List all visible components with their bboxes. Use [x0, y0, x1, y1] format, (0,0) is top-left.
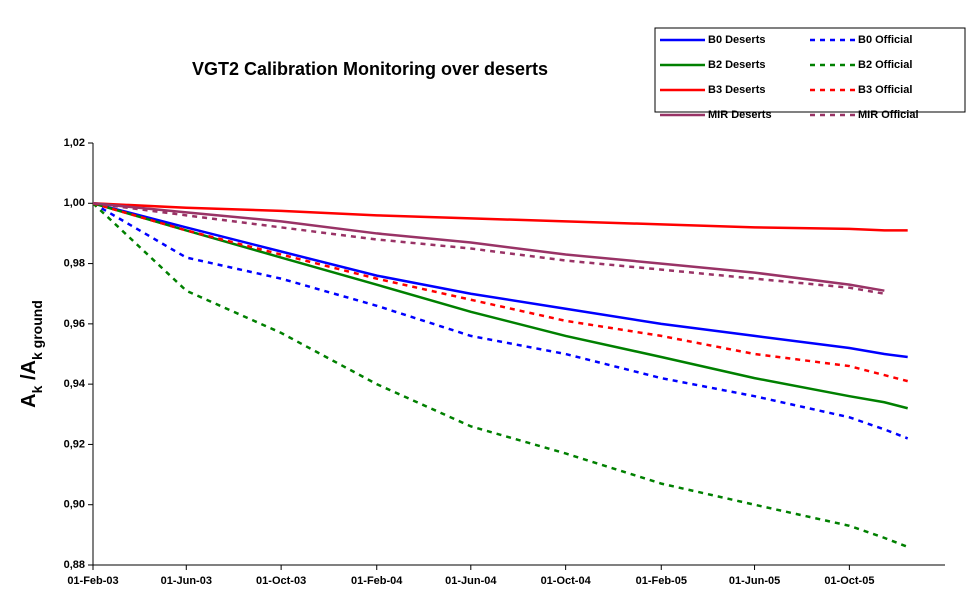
y-label-part: k — [29, 385, 45, 393]
legend-label: MIR Official — [858, 109, 919, 121]
y-tick-label: 0,98 — [64, 257, 85, 269]
x-tick-label: 01-Jun-05 — [729, 575, 780, 587]
legend-label: B0 Deserts — [708, 34, 765, 46]
series-line — [92, 202, 885, 295]
legend-label: B0 Official — [858, 34, 912, 46]
y-label-part: /A — [18, 360, 40, 386]
legend-box — [654, 27, 966, 113]
x-tick-label: 01-Oct-03 — [256, 575, 306, 587]
series-line — [92, 202, 909, 549]
y-tick-label: 0,90 — [64, 499, 85, 511]
y-axis-label: Ak /Ak ground — [18, 300, 44, 408]
series-line — [92, 202, 909, 440]
y-tick-label: 0,88 — [64, 559, 85, 571]
legend-label: B3 Official — [858, 84, 912, 96]
x-tick-label: 01-Oct-05 — [824, 575, 874, 587]
y-tick-label: 1,00 — [64, 197, 85, 209]
y-label-part: A — [18, 393, 40, 407]
x-tick-label: 01-Jun-04 — [445, 575, 497, 587]
legend-label: B2 Deserts — [708, 59, 765, 71]
series-line — [92, 202, 909, 383]
x-tick-label: 01-Feb-03 — [67, 575, 118, 587]
legend-label: B3 Deserts — [708, 84, 765, 96]
series-line — [92, 202, 885, 292]
series-line — [92, 202, 908, 232]
chart-title: VGT2 Calibration Monitoring over deserts — [192, 59, 548, 79]
x-tick-label: 01-Oct-04 — [541, 575, 592, 587]
y-tick-label: 1,02 — [64, 137, 85, 149]
y-label-part: k ground — [29, 300, 45, 360]
series-line — [92, 202, 909, 410]
y-tick-label: 0,96 — [64, 318, 85, 330]
x-tick-label: 01-Feb-05 — [636, 575, 687, 587]
y-tick-label: 0,92 — [64, 438, 85, 450]
legend-label: B2 Official — [858, 59, 912, 71]
x-tick-label: 01-Feb-04 — [351, 575, 403, 587]
x-tick-label: 01-Jun-03 — [161, 575, 212, 587]
y-tick-label: 0,94 — [64, 378, 86, 390]
legend-label: MIR Deserts — [708, 109, 772, 121]
series-line — [92, 202, 908, 359]
